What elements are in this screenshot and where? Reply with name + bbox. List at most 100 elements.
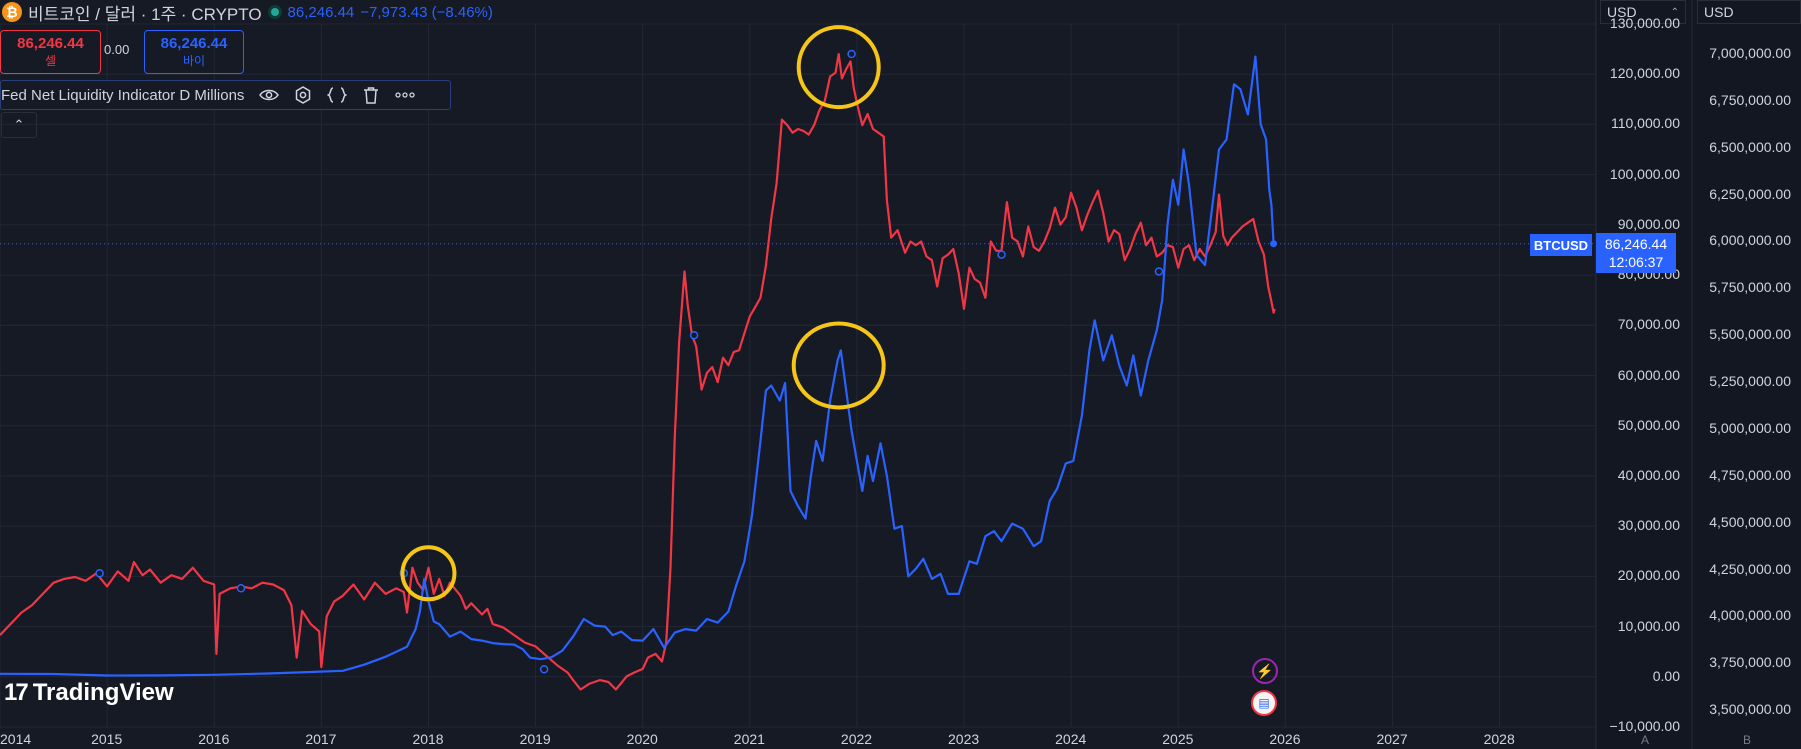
currency-select-value: USD xyxy=(1704,4,1734,20)
liquidity-line xyxy=(0,52,1276,691)
symbol-header: ₿ 비트코인 / 달러 · 1주 · CRYPTO 86,246.44 −7,9… xyxy=(0,0,493,24)
time-axis-label: 2027 xyxy=(1376,731,1408,747)
event-marker xyxy=(95,569,104,578)
last-price-label: 86,246.44 12:06:37 xyxy=(1596,233,1676,273)
trash-icon[interactable] xyxy=(360,84,382,106)
pane-label-a[interactable]: A xyxy=(1641,733,1650,747)
bitcoin-icon: ₿ xyxy=(2,2,22,22)
sell-button[interactable]: 86,246.44 셀 xyxy=(0,30,101,74)
indicator-legend[interactable]: Fed Net Liquidity Indicator D Millions xyxy=(0,80,451,110)
liquidity-axis-label: 7,000,000.00 xyxy=(1709,44,1791,61)
time-axis-label: 2022 xyxy=(840,731,873,747)
gear-icon[interactable] xyxy=(292,84,314,106)
buy-button[interactable]: 86,246.44 바이 xyxy=(144,30,244,74)
liquidity-axis-label: 3,500,000.00 xyxy=(1709,701,1791,718)
price-axis-label: 60,000.00 xyxy=(1617,366,1680,383)
time-axis-label: 2020 xyxy=(626,731,658,747)
liquidity-series xyxy=(0,52,1276,691)
currency-select-right-axis[interactable]: USD xyxy=(1697,0,1801,24)
event-marker xyxy=(997,250,1006,259)
event-marker xyxy=(847,49,856,59)
time-axis-label: 2025 xyxy=(1162,731,1194,747)
event-marker xyxy=(689,330,699,340)
liquidity-axis-label: 6,500,000.00 xyxy=(1709,138,1791,155)
price-axis-label: 120,000.00 xyxy=(1609,65,1680,82)
time-axis-label: 2023 xyxy=(948,731,980,747)
price-axis-label: 110,000.00 xyxy=(1610,115,1680,132)
bar-countdown: 12:06:37 xyxy=(1608,254,1664,270)
currency-select-value: USD xyxy=(1607,4,1637,20)
highlight-circle xyxy=(791,321,886,410)
price-axis-label: 20,000.00 xyxy=(1617,567,1680,584)
time-axis-label: 2015 xyxy=(91,731,123,747)
price-axis-label: 0.00 xyxy=(1652,667,1680,684)
indicator-name[interactable]: Fed Net Liquidity Indicator D Millions xyxy=(1,86,245,104)
btc-price-line xyxy=(0,55,1275,677)
last-price-value: 86,246.44 xyxy=(1604,236,1668,252)
price-change: −7,973.43 (−8.46%) xyxy=(360,3,493,21)
tradingview-watermark: 17 TradingView xyxy=(4,679,174,707)
time-axis-label: 2026 xyxy=(1269,731,1301,747)
liquidity-axis-label: 6,250,000.00 xyxy=(1709,185,1791,202)
time-axis-label: 2014 xyxy=(0,731,32,747)
liquidity-axis-label: 5,000,000.00 xyxy=(1709,419,1791,436)
liquidity-axis-label: 3,750,000.00 xyxy=(1709,654,1791,671)
pane-label-b[interactable]: B xyxy=(1743,733,1752,747)
buy-label: 바이 xyxy=(182,54,206,68)
price-axis-label: 40,000.00 xyxy=(1617,466,1680,483)
tradingview-logo-icon: 17 xyxy=(4,679,29,706)
event-marker xyxy=(236,584,246,593)
buy-price: 86,246.44 xyxy=(160,35,228,52)
us-flag-event-icon[interactable]: ▤ xyxy=(1251,690,1277,716)
liquidity-axis-label: 4,250,000.00 xyxy=(1709,560,1791,577)
liquidity-axis-label: 5,250,000.00 xyxy=(1709,373,1791,390)
last-price: 86,246.44 xyxy=(287,3,355,21)
sell-price: 86,246.44 xyxy=(17,35,84,52)
event-marker xyxy=(1154,267,1164,276)
time-axis-label: 2024 xyxy=(1055,731,1087,747)
liquidity-axis-label: 6,000,000.00 xyxy=(1709,232,1791,249)
price-axis-label: −10,000.00 xyxy=(1609,718,1680,734)
symbol-title[interactable]: 비트코인 / 달러 · 1주 · CRYPTO xyxy=(28,4,262,24)
btc-series xyxy=(0,55,1275,677)
time-axis-label: 2018 xyxy=(412,731,444,747)
liquidity-axis-label: 5,750,000.00 xyxy=(1709,279,1791,296)
liquidity-axis-label: 4,500,000.00 xyxy=(1709,513,1791,530)
price-axis-label: 10,000.00 xyxy=(1617,617,1680,634)
code-braces-icon[interactable] xyxy=(326,84,348,106)
time-axis-label: 2016 xyxy=(198,731,230,747)
currency-select-left-axis[interactable]: USD ⌃ xyxy=(1600,0,1686,24)
event-marker xyxy=(539,665,549,674)
highlight-circle xyxy=(400,545,457,602)
price-axis-label: 90,000.00 xyxy=(1617,215,1680,232)
lightning-event-icon[interactable]: ⚡ xyxy=(1252,658,1278,684)
price-axis-label: 30,000.00 xyxy=(1617,517,1680,534)
price-axis-label: 100,000.00 xyxy=(1609,165,1680,182)
symbol-price-tag: BTCUSD xyxy=(1530,234,1592,256)
liquidity-axis-label: 6,750,000.00 xyxy=(1709,91,1791,108)
liquidity-axis-label: 4,000,000.00 xyxy=(1709,607,1791,624)
price-axis-label: 70,000.00 xyxy=(1617,316,1680,333)
highlight-circle xyxy=(796,25,881,110)
watermark-text: TradingView xyxy=(32,679,174,706)
collapse-indicators-button[interactable]: ⌃ xyxy=(1,112,37,138)
chart-markers xyxy=(95,25,1278,674)
sell-label: 셀 xyxy=(44,54,57,68)
liquidity-axis-label: 5,500,000.00 xyxy=(1709,326,1791,343)
axis-panel-bg xyxy=(1596,0,1801,749)
more-icon[interactable] xyxy=(394,84,416,106)
time-axis-label: 2028 xyxy=(1483,731,1515,747)
price-axis-label: 50,000.00 xyxy=(1617,416,1680,433)
market-status-icon xyxy=(267,5,282,19)
eye-icon[interactable] xyxy=(258,84,280,106)
spread-value: 0.00 xyxy=(104,42,130,57)
time-axis-label: 2019 xyxy=(519,731,551,747)
chevron-updown-icon: ⌃ xyxy=(1670,6,1679,18)
time-axis-label: 2021 xyxy=(733,731,765,747)
last-price-dot xyxy=(1270,240,1278,248)
price-axis-label: 130,000.00 xyxy=(1609,15,1680,31)
time-axis-label: 2017 xyxy=(305,731,337,747)
liquidity-axis-label: 4,750,000.00 xyxy=(1709,466,1791,483)
